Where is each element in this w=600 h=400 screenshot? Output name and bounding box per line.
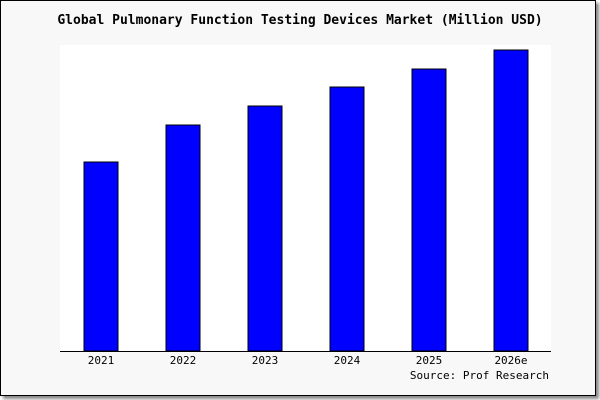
- bar-2022: [165, 124, 201, 352]
- x-tick-label: 2022: [170, 354, 197, 367]
- x-tick-label: 2023: [252, 354, 279, 367]
- bar-2024: [329, 86, 365, 352]
- source-note: Source: Prof Research: [410, 369, 549, 382]
- bar-2021: [83, 161, 119, 352]
- x-tick-label: 2026e: [494, 354, 527, 367]
- bar-2025: [411, 68, 447, 352]
- chart-title: Global Pulmonary Function Testing Device…: [57, 13, 542, 28]
- x-tick-label: 2025: [416, 354, 443, 367]
- plot-area: [60, 45, 551, 351]
- x-tick-label: 2021: [88, 354, 115, 367]
- bar-2023: [247, 105, 283, 352]
- bar-2026e: [493, 49, 529, 352]
- x-tick-label: 2024: [334, 354, 361, 367]
